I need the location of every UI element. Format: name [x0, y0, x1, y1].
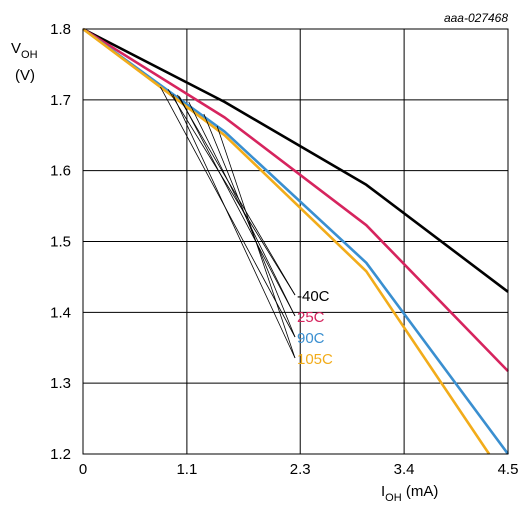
y-tick-label: 1.7	[50, 92, 71, 109]
legend: -40C 25C 90C 105C	[297, 288, 333, 368]
callout-lines	[160, 86, 296, 359]
x-tick-labels: 0 1.1 2.3 3.4 4.5	[79, 461, 519, 478]
callout-line	[188, 101, 296, 317]
series-line-40c	[82, 27, 509, 293]
x-tick-label: 0	[79, 461, 87, 478]
legend-label-105c: 105C	[297, 351, 333, 368]
callout-line	[216, 125, 296, 359]
legend-label-40c: -40C	[297, 288, 330, 305]
y-tick-label: 1.4	[50, 304, 71, 321]
legend-label-90c: 90C	[297, 330, 325, 347]
y-tick-labels: 1.2 1.3 1.4 1.5 1.6 1.7 1.8	[50, 21, 71, 463]
series-line-105c	[82, 27, 491, 455]
y-tick-label: 1.6	[50, 163, 71, 180]
y-tick-label: 1.2	[50, 446, 71, 463]
grid	[82, 28, 509, 455]
y-tick-label: 1.3	[50, 375, 71, 392]
series-line-25c	[82, 27, 509, 373]
x-tick-label: 4.5	[498, 461, 519, 478]
y-axis-unit: (V)	[15, 67, 35, 84]
y-axis-label: VOH	[11, 40, 38, 61]
legend-label-25c: 25C	[297, 309, 325, 326]
callout-line	[203, 113, 296, 338]
callout-line	[178, 96, 296, 317]
x-tick-label: 2.3	[290, 461, 311, 478]
x-tick-label: 1.1	[176, 461, 197, 478]
figure-code: aaa-027468	[444, 11, 508, 25]
x-axis-label: IOH (mA)	[381, 483, 438, 504]
series-line-90c	[82, 27, 510, 455]
series-lines	[82, 27, 510, 455]
callout-line	[177, 94, 296, 296]
callout-line	[167, 88, 296, 296]
x-tick-label: 3.4	[394, 461, 415, 478]
y-tick-label: 1.5	[50, 234, 71, 251]
plot-frame	[82, 28, 509, 455]
callout-line	[172, 93, 296, 359]
y-tick-label: 1.8	[50, 21, 71, 38]
